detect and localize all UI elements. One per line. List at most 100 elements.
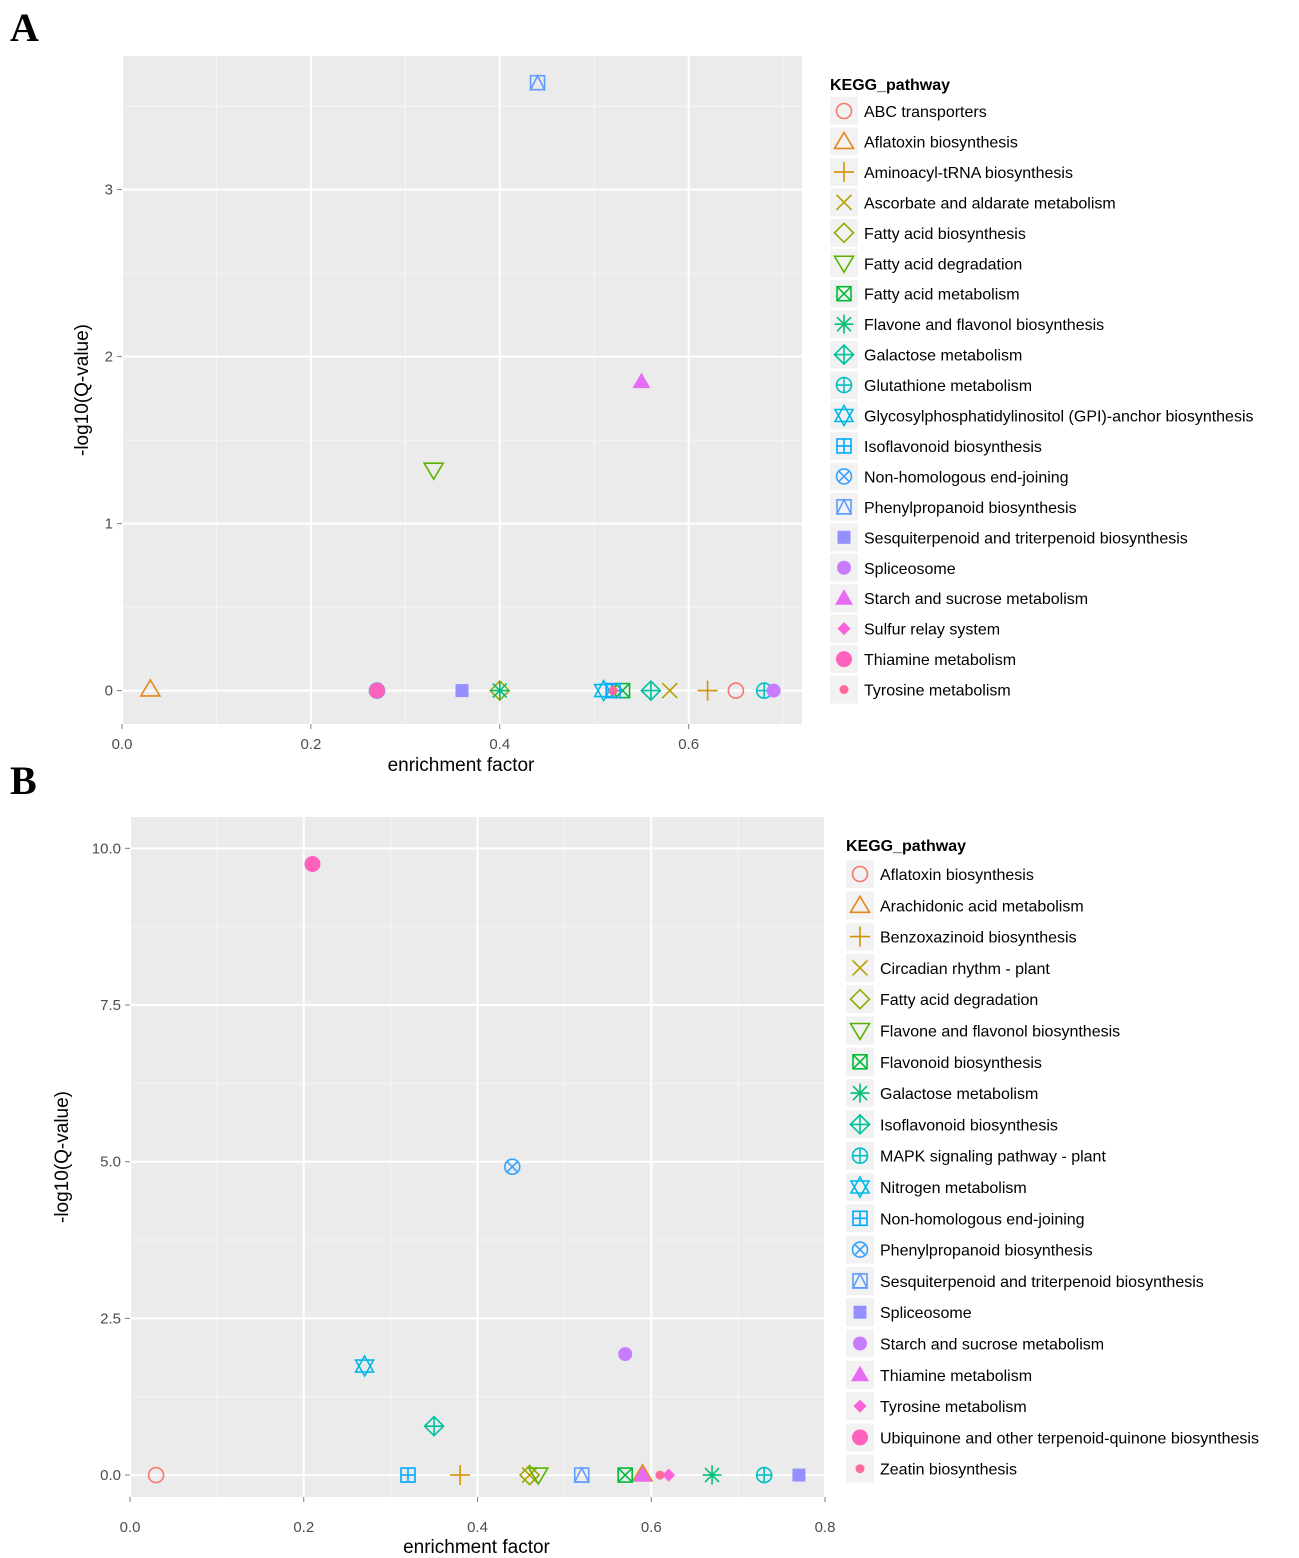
panel-b-label: B xyxy=(10,758,37,803)
panel-b-legend-label: Benzoxazinoid biosynthesis xyxy=(880,930,1077,947)
panel-a-legend: KEGG_pathway ABC transporters Aflatoxin bi… xyxy=(830,77,1254,704)
panel-a-label: A xyxy=(10,5,39,50)
panel-b-legend-item: Flavone and flavonol biosynthesis xyxy=(846,1016,1120,1045)
panel-b-legend-symbol xyxy=(855,1464,865,1474)
panel-a-legend-symbol xyxy=(836,651,852,668)
panel-a-legend-item: Flavone and flavonol biosynthesis xyxy=(830,310,1104,339)
panel-a-legend-label: Glycosylphosphatidylinositol (GPI)-ancho… xyxy=(864,409,1254,426)
panel-a-xtick-label: 0.6 xyxy=(678,736,699,753)
panel-b-legend-symbol xyxy=(851,1241,869,1258)
panel-b-legend-item: Spliceosome xyxy=(846,1298,972,1327)
panel-b-legend-item: Fatty acid degradation xyxy=(846,985,1038,1014)
panel-a-legend-item: Ascorbate and aldarate metabolism xyxy=(830,188,1116,217)
panel-b-legend-symbol xyxy=(849,988,871,1010)
panel-a-legend-label: Isoflavonoid biosynthesis xyxy=(864,439,1042,456)
panel-a-legend-item: Sulfur relay system xyxy=(830,614,1000,643)
panel-b-legend-symbol xyxy=(853,1336,867,1351)
panel-b-ytick-label: 0.0 xyxy=(100,1467,121,1484)
panel-a-legend-symbol xyxy=(836,285,852,302)
panel-a-legend-item: ABC transporters xyxy=(830,97,987,125)
panel-a-point xyxy=(455,684,469,698)
panel-a-legend-item: Glutathione metabolism xyxy=(830,371,1032,400)
panel-a-legend-symbol xyxy=(833,255,855,274)
panel-a-legend-label: Thiamine metabolism xyxy=(864,652,1016,669)
panel-b-points xyxy=(147,856,806,1486)
panel-a-point xyxy=(608,686,618,696)
panel-b-legend-symbol xyxy=(851,1147,869,1164)
panel-b-legend-item: Nitrogen metabolism xyxy=(846,1173,1027,1201)
panel-b-point xyxy=(633,1466,652,1482)
panel-a-legend-symbol xyxy=(834,314,854,334)
panel-b-legend-item: MAPK signaling pathway - plant xyxy=(846,1141,1106,1170)
panel-b-legend-item: Arachidonic acid metabolism xyxy=(846,891,1084,920)
panel-a-legend-item: Thiamine metabolism xyxy=(830,645,1016,674)
panel-b-point xyxy=(755,1466,773,1484)
panel-a-legend-label: Aflatoxin biosynthesis xyxy=(864,134,1018,151)
panel-b-legend-symbol xyxy=(850,1083,870,1103)
panel-b-legend-item: Aflatoxin biosynthesis xyxy=(846,860,1034,888)
panel-a-legend-symbol xyxy=(835,376,853,394)
panel-a-legend-symbol xyxy=(833,343,855,366)
panel-a-ytick-label: 2 xyxy=(105,349,113,366)
panel-b-xtick-label: 0.4 xyxy=(467,1519,488,1536)
panel-b-legend-label: Fatty acid degradation xyxy=(880,992,1038,1009)
panel-b-legend-label: Aflatoxin biosynthesis xyxy=(880,867,1034,884)
panel-a-ytick-label: 3 xyxy=(105,182,113,199)
panel-b-point xyxy=(702,1465,722,1485)
panel-a-legend-item: Isoflavonoid biosynthesis xyxy=(830,431,1042,460)
panel-b-ytick-label: 5.0 xyxy=(100,1154,121,1171)
panel-a-legend-symbol xyxy=(835,589,853,605)
panel-a-legend-item: Fatty acid biosynthesis xyxy=(830,218,1026,247)
panel-b-legend-symbol xyxy=(849,1022,871,1042)
panel-b-legend-symbol xyxy=(851,1272,869,1289)
panel-a-legend-item: Fatty acid degradation xyxy=(830,249,1022,278)
panel-a-gridlines xyxy=(121,56,802,724)
panel-b-legend-item: Isoflavonoid biosynthesis xyxy=(846,1110,1058,1139)
panel-a-x-axis-title: enrichment factor xyxy=(388,755,535,776)
panel-a-legend-symbol xyxy=(833,130,855,150)
panel-b-point xyxy=(503,1158,521,1176)
panel-a-ytick-label: 0 xyxy=(105,683,113,700)
panel-a-point xyxy=(697,680,718,701)
panel-b-legend-symbol xyxy=(851,865,869,883)
panel-b-chart: 0.0 0.2 0.4 0.6 0.8 0.0 2.5 5.0 7.5 10.0 enrichmen… xyxy=(52,817,1259,1558)
panel-b-xtick-label: 0.0 xyxy=(120,1519,141,1536)
panel-b-legend-label: Tyrosine metabolism xyxy=(880,1399,1027,1416)
panel-a-legend-label: Fatty acid biosynthesis xyxy=(864,226,1026,243)
panel-b-legend-symbol xyxy=(853,1399,867,1413)
panel-a-legend-label: Phenylpropanoid biosynthesis xyxy=(864,500,1077,517)
panel-b-point xyxy=(573,1466,591,1483)
panel-b-gridlines xyxy=(129,817,826,1497)
panel-b-legend-item: Ubiquinone and other terpenoid-quinone b… xyxy=(846,1423,1259,1452)
panel-b-point xyxy=(792,1468,806,1482)
panel-a-ytick-label: 1 xyxy=(105,516,113,533)
panel-a-legend-label: Sesquiterpenoid and triterpenoid biosynt… xyxy=(864,530,1188,547)
panel-a-point xyxy=(640,679,662,702)
panel-b-point xyxy=(527,1467,550,1486)
panel-b-ytick-label: 10.0 xyxy=(92,840,121,857)
panel-a-legend-symbol xyxy=(836,438,852,454)
panel-a-legend-item: Phenylpropanoid biosynthesis xyxy=(830,492,1077,521)
panel-b-legend-label: Non-homologous end-joining xyxy=(880,1211,1085,1228)
panel-b-point xyxy=(450,1465,471,1486)
panel-a-legend-label: Fatty acid metabolism xyxy=(864,287,1020,304)
panel-a-legend-label: Spliceosome xyxy=(864,561,956,578)
panel-b-point xyxy=(304,856,321,873)
panel-a-legend-item: Sesquiterpenoid and triterpenoid biosynt… xyxy=(830,523,1188,552)
panel-a-legend-item: Aminoacyl-tRNA biosynthesis xyxy=(830,157,1073,186)
panel-b-legend-label: Sesquiterpenoid and triterpenoid biosynt… xyxy=(880,1274,1204,1291)
panel-b-legend-label: MAPK signaling pathway - plant xyxy=(880,1149,1106,1166)
panel-b-xtick-label: 0.8 xyxy=(815,1519,836,1536)
panel-b-legend-item: Phenylpropanoid biosynthesis xyxy=(846,1235,1093,1264)
panel-b-legend-item: Sesquiterpenoid and triterpenoid biosynt… xyxy=(846,1266,1204,1295)
panel-b-legend-label: Zeatin biosynthesis xyxy=(880,1462,1017,1479)
panel-b-point xyxy=(354,1354,375,1378)
panel-b-legend-label: Circadian rhythm - plant xyxy=(880,961,1050,978)
panel-b-legend-label: Arachidonic acid metabolism xyxy=(880,898,1084,915)
panel-b-legend-label: Ubiquinone and other terpenoid-quinone b… xyxy=(880,1430,1259,1447)
panel-a-legend-title: KEGG_pathway xyxy=(830,77,950,94)
panel-a-legend-symbol xyxy=(835,194,853,211)
panel-b-legend-symbol xyxy=(849,1113,871,1136)
panel-b-legend-label: Thiamine metabolism xyxy=(880,1368,1032,1385)
